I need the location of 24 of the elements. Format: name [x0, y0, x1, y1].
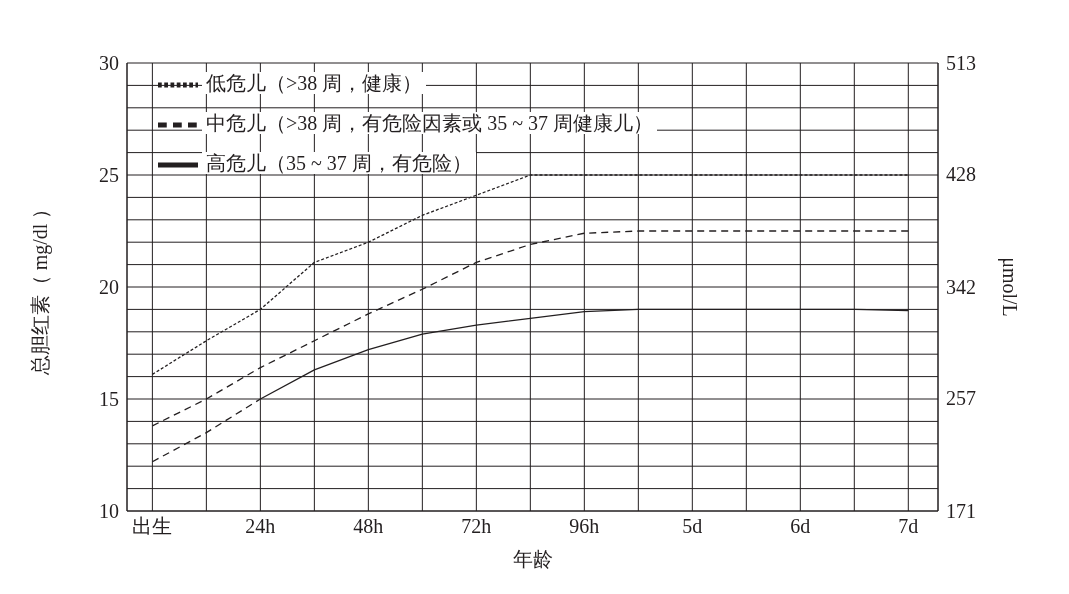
y-axis-title: 总胆红素（ mg/dl ） — [29, 198, 53, 377]
legend-label: 低危儿（>38 周，健康） — [202, 71, 427, 94]
y2-tick-label: 342 — [946, 276, 976, 299]
y2-tick-label: 171 — [946, 500, 976, 523]
x-tick-label: 出生 — [132, 515, 173, 538]
x-tick-label: 24h — [245, 515, 276, 538]
y-tick-label: 25 — [99, 164, 119, 187]
y2-tick-label: 428 — [946, 163, 976, 186]
y-tick-label: 20 — [99, 276, 119, 299]
x-tick-label: 72h — [461, 515, 492, 538]
legend-label: 高危儿（35 ~ 37 周，有危险） — [202, 151, 476, 174]
y2-tick-label: 257 — [946, 387, 976, 410]
x-tick-label: 48h — [353, 515, 384, 538]
y-tick-label: 10 — [99, 500, 119, 523]
legend-label: 中危儿（>38 周，有危险因素或 35 ~ 37 周健康儿） — [202, 111, 658, 134]
x-tick-label: 6d — [790, 515, 811, 538]
y-tick-label: 30 — [99, 52, 119, 75]
x-axis-title: 年龄 — [512, 548, 553, 570]
x-tick-label: 96h — [569, 515, 600, 538]
y2-axis-title: μmol/L — [997, 257, 1021, 317]
y-tick-label: 15 — [99, 388, 119, 411]
y2-tick-label: 513 — [946, 52, 976, 75]
x-tick-label: 5d — [682, 515, 703, 538]
x-tick-label: 7d — [898, 515, 919, 538]
